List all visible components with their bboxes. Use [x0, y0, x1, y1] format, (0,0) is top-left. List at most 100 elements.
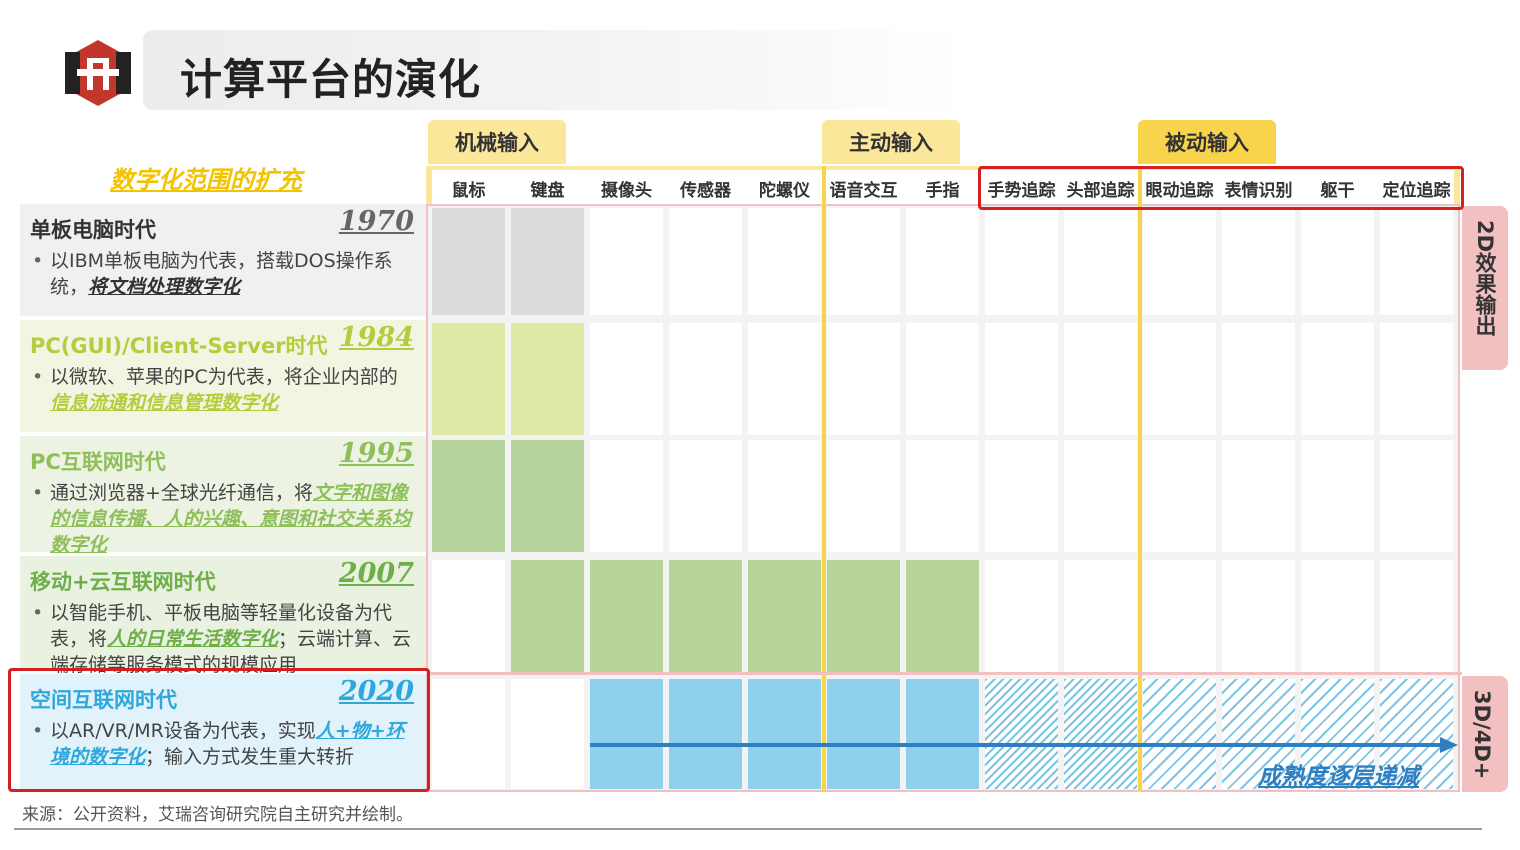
grid-cell-r4-c0 [432, 679, 505, 789]
grid-cell-r2-c3 [669, 440, 742, 552]
grid-cell-r1-c7 [985, 323, 1058, 435]
tab-active-input: 主动输入 [822, 120, 960, 164]
page-title: 计算平台的演化 [180, 55, 482, 104]
grid-cell-r3-c3 [669, 560, 742, 672]
column-label-5: 语音交互 [829, 181, 898, 201]
era-2020-highlight [8, 668, 430, 792]
era-2007-year: 2007 [338, 558, 414, 589]
era-2020-name: 空间互联网时代 [30, 688, 177, 712]
grid-cell-r4-c10 [1222, 679, 1295, 789]
grid-cell-r0-c10 [1222, 208, 1295, 315]
tab-mechanical-input: 机械输入 [428, 120, 566, 164]
scope-label: 数字化范围的扩充 [110, 166, 302, 194]
grid-cell-r0-c4 [748, 208, 821, 315]
era-2020-year: 2020 [338, 676, 414, 707]
grid-cell-r3-c4 [748, 560, 821, 672]
grid-cell-r4-c2 [590, 679, 663, 789]
era-1995-year: 1995 [338, 438, 414, 469]
column-label-8: 头部追踪 [1066, 181, 1135, 201]
era-2020: 空间互联网时代 2020 以AR/VR/MR设备为代表，实现人+物+环境的数字化… [20, 674, 426, 790]
column-label-12: 定位追踪 [1382, 181, 1451, 201]
era-2007-desc: 以智能手机、平板电脑等轻量化设备为代表，将人的日常生活数字化；云端计算、云端存储… [30, 600, 416, 678]
grid-cell-r1-c3 [669, 323, 742, 435]
grid-cell-r0-c5 [827, 208, 900, 315]
active-divider [822, 166, 826, 792]
passive-divider [1138, 166, 1142, 792]
grid-cell-r1-c1 [511, 323, 584, 435]
era-2020-desc: 以AR/VR/MR设备为代表，实现人+物+环境的数字化；输入方式发生重大转折 [30, 718, 416, 770]
grid-cell-r4-c11 [1301, 679, 1374, 789]
grid-cell-r2-c10 [1222, 440, 1295, 552]
grid-cell-r1-c12 [1380, 323, 1453, 435]
maturity-label: 成熟度逐层递减 [1258, 764, 1419, 790]
grid-cell-r0-c11 [1301, 208, 1374, 315]
column-label-10: 表情识别 [1224, 181, 1293, 201]
grid-cell-r4-c3 [669, 679, 742, 789]
grid-cell-r4-c9 [1143, 679, 1216, 789]
grid-cell-r4-c4 [748, 679, 821, 789]
grid-cell-r1-c11 [1301, 323, 1374, 435]
grid-cell-r2-c5 [827, 440, 900, 552]
tab-passive-label: 被动输入 [1165, 131, 1249, 155]
grid-cell-r0-c7 [985, 208, 1058, 315]
grid-cell-r4-c7 [985, 679, 1058, 789]
brand-logo-icon [65, 40, 131, 106]
grid-cell-r3-c5 [827, 560, 900, 672]
grid-cell-r0-c9 [1143, 208, 1216, 315]
grid-cell-r3-c0 [432, 560, 505, 672]
era-1984-year: 1984 [338, 322, 414, 353]
era-1970: 单板电脑时代 1970 以IBM单板电脑为代表，搭载DOS操作系统，将文档处理数… [20, 204, 426, 316]
column-label-7: 手势追踪 [987, 181, 1056, 201]
column-label-2: 摄像头 [601, 181, 652, 201]
grid-cell-r1-c5 [827, 323, 900, 435]
era-2007-name: 移动+云互联网时代 [30, 570, 216, 594]
grid-cell-r4-c6 [906, 679, 979, 789]
tab-active-label: 主动输入 [849, 131, 933, 155]
grid-cell-r4-c5 [827, 679, 900, 789]
grid-cell-r4-c1 [511, 679, 584, 789]
grid-cell-r0-c6 [906, 208, 979, 315]
column-label-3: 传感器 [680, 181, 731, 201]
output-2d-label: 2D效果输出 [1462, 206, 1508, 370]
era-1984: PC(GUI)/Client-Server时代 1984 以微软、苹果的PC为代… [20, 320, 426, 432]
era-1984-desc: 以微软、苹果的PC为代表，将企业内部的信息流通和信息管理数字化 [30, 364, 416, 416]
era-1970-year: 1970 [338, 206, 414, 237]
grid-cell-r2-c6 [906, 440, 979, 552]
bottom-divider [14, 828, 1482, 830]
grid-cell-r1-c2 [590, 323, 663, 435]
grid-cell-r3-c8 [1064, 560, 1137, 672]
era-1984-name: PC(GUI)/Client-Server时代 [30, 334, 328, 358]
grid-cell-r2-c1 [511, 440, 584, 552]
grid-cell-r4-c8 [1064, 679, 1137, 789]
grid-cell-r0-c3 [669, 208, 742, 315]
era-1970-desc: 以IBM单板电脑为代表，搭载DOS操作系统，将文档处理数字化 [30, 248, 416, 300]
column-label-6: 手指 [925, 181, 960, 201]
grid-cell-r1-c0 [432, 323, 505, 435]
title-bar [143, 30, 963, 110]
grid-cell-r0-c1 [511, 208, 584, 315]
grid-cell-r2-c4 [748, 440, 821, 552]
column-label-1: 键盘 [530, 181, 565, 201]
column-label-4: 陀螺仪 [759, 181, 810, 201]
column-label-0: 鼠标 [451, 181, 486, 201]
era-1995: PC互联网时代 1995 通过浏览器+全球光纤通信，将文字和图像的信息传播、人的… [20, 436, 426, 556]
tab-mechanical-label: 机械输入 [455, 131, 539, 155]
grid-cell-r0-c2 [590, 208, 663, 315]
row-2020-top-line [426, 672, 1462, 675]
grid-cell-r2-c9 [1143, 440, 1216, 552]
grid-cell-r2-c11 [1301, 440, 1374, 552]
grid-cell-r1-c6 [906, 323, 979, 435]
column-label-9: 眼动追踪 [1145, 181, 1214, 201]
grid-cell-r1-c9 [1143, 323, 1216, 435]
tab-passive-input: 被动输入 [1138, 120, 1276, 164]
output-2d-text: 2D效果输出 [1473, 220, 1497, 337]
grid-cell-r3-c6 [906, 560, 979, 672]
grid-cell-r2-c2 [590, 440, 663, 552]
grid-cell-r2-c8 [1064, 440, 1137, 552]
era-1995-name: PC互联网时代 [30, 450, 166, 474]
grid-cell-r0-c12 [1380, 208, 1453, 315]
output-3d-label: 3D/4D+ [1462, 676, 1508, 792]
grid-cell-r3-c1 [511, 560, 584, 672]
grid-cell-r2-c0 [432, 440, 505, 552]
grid-cell-r1-c10 [1222, 323, 1295, 435]
